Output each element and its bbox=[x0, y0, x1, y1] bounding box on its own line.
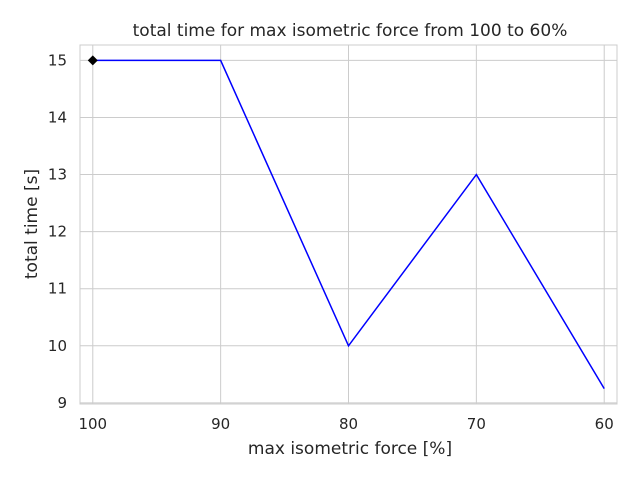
y-tick-label: 12 bbox=[48, 223, 67, 241]
marker-layer bbox=[87, 55, 98, 66]
chart-title: total time for max isometric force from … bbox=[133, 21, 568, 41]
x-tick-label: 60 bbox=[595, 415, 614, 433]
x-tick-label: 70 bbox=[467, 415, 486, 433]
plot-frame bbox=[79, 44, 618, 405]
series-layer bbox=[92, 59, 605, 389]
x-tick-label: 100 bbox=[78, 415, 107, 433]
x-axis-label: max isometric force [%] bbox=[248, 439, 452, 459]
y-tick-label: 15 bbox=[48, 51, 67, 69]
y-tick-label: 13 bbox=[48, 166, 67, 184]
data-point-marker bbox=[87, 55, 98, 66]
y-tick-labels: 9 10 11 12 13 14 15 bbox=[48, 51, 67, 411]
y-tick-label: 11 bbox=[48, 280, 67, 298]
y-axis-label: total time [s] bbox=[22, 169, 42, 279]
grid bbox=[80, 45, 617, 404]
y-tick-label: 14 bbox=[48, 108, 67, 126]
x-tick-label: 80 bbox=[339, 415, 358, 433]
series-line bbox=[92, 59, 605, 389]
x-tick-label: 90 bbox=[211, 415, 230, 433]
y-tick-label: 9 bbox=[57, 394, 67, 412]
x-tick-labels: 100 90 80 70 60 bbox=[78, 415, 613, 433]
y-tick-label: 10 bbox=[48, 337, 67, 355]
